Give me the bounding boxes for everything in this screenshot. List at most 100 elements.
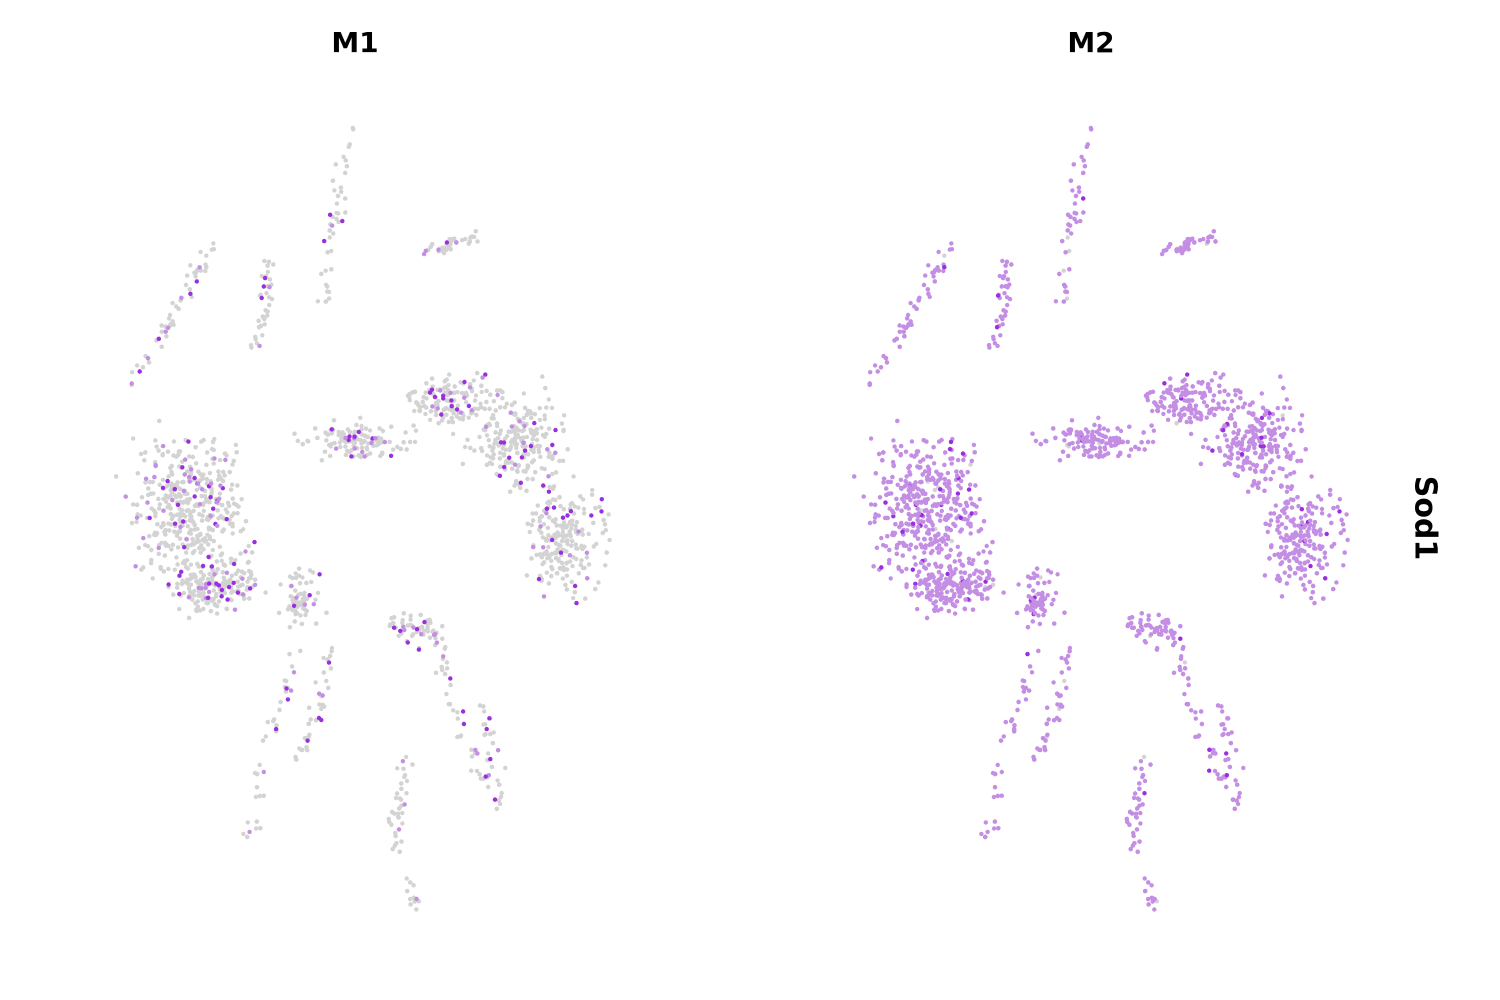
cell-point (231, 580, 236, 585)
cell-point (423, 390, 428, 395)
cell-point (1299, 520, 1305, 525)
cell-point (247, 829, 252, 835)
cell-point (427, 635, 433, 640)
cell-point (1165, 417, 1171, 422)
cell-point (460, 461, 466, 467)
cell-point (402, 802, 407, 807)
cell-point (550, 442, 555, 448)
cell-point (581, 506, 587, 512)
cell-point (419, 632, 424, 637)
cell-point (1280, 417, 1286, 422)
cell-point (246, 543, 251, 549)
cell-point (264, 313, 270, 318)
cell-point (568, 509, 574, 514)
cell-point (493, 430, 498, 435)
cell-point (584, 550, 590, 555)
cell-point (153, 514, 158, 519)
cell-point (317, 572, 322, 577)
cell-point (447, 372, 452, 377)
cell-point (568, 532, 573, 537)
cell-point (539, 514, 544, 519)
cell-point (180, 465, 185, 470)
cell-point (161, 508, 166, 513)
cell-point (410, 762, 415, 767)
cell-point (440, 624, 445, 629)
cell-point (221, 469, 226, 475)
cell-point (1005, 302, 1010, 308)
cell-point (177, 573, 182, 578)
cell-point (1291, 427, 1296, 433)
cell-point (1161, 411, 1166, 417)
cell-point (553, 427, 558, 433)
cell-point (422, 619, 427, 625)
cell-point (499, 790, 504, 796)
cell-point (891, 438, 896, 443)
cell-point (1260, 448, 1266, 453)
cell-point (433, 412, 439, 418)
cell-point (193, 274, 198, 279)
cell-point (256, 318, 261, 323)
cell-point (1259, 391, 1265, 396)
cell-point (210, 439, 216, 445)
cell-point (561, 534, 566, 540)
cell-point (1274, 450, 1280, 455)
cell-point (185, 469, 190, 474)
cell-point (487, 406, 492, 411)
cell-point (225, 510, 230, 515)
cell-point (1185, 372, 1190, 377)
cell-point (231, 561, 237, 567)
cell-point (186, 439, 191, 444)
cell-point (254, 341, 260, 346)
cell-point (955, 491, 961, 496)
cell-point (559, 421, 565, 426)
cell-point (1133, 766, 1138, 771)
cell-point (550, 537, 555, 543)
cell-point (483, 774, 488, 779)
cell-point (140, 365, 146, 370)
cell-point (477, 434, 482, 440)
cell-point (546, 426, 552, 431)
cell-point (530, 437, 535, 442)
cell-point (319, 458, 325, 463)
cell-point (238, 551, 243, 556)
cell-point (395, 811, 401, 816)
cell-point (419, 624, 425, 630)
cell-point (1263, 452, 1269, 457)
cell-point (556, 532, 562, 537)
cell-point (168, 522, 174, 527)
cell-point (216, 496, 222, 502)
cell-point (448, 390, 453, 396)
cell-point (278, 582, 283, 587)
cell-point (467, 385, 473, 390)
cell-point (494, 421, 500, 426)
cell-point (399, 786, 404, 791)
cell-point (319, 271, 324, 277)
cell-point (214, 581, 219, 586)
cell-point (305, 738, 310, 743)
cell-point (171, 592, 176, 597)
cell-point (1142, 791, 1147, 796)
cell-point (546, 499, 551, 505)
cell-point (157, 482, 162, 487)
cell-point (441, 393, 446, 398)
scatter-panel-m1 (114, 125, 612, 912)
cell-point (400, 821, 405, 826)
cell-point (321, 655, 326, 661)
cell-point (1298, 529, 1304, 535)
cell-point (265, 719, 270, 725)
cell-point (153, 462, 158, 468)
cell-point (336, 429, 341, 435)
cell-point (326, 660, 332, 665)
cell-point (267, 277, 273, 282)
cell-point (554, 571, 560, 576)
cell-point (584, 555, 590, 560)
cell-point (146, 486, 151, 491)
cell-point (569, 579, 574, 585)
cell-point (1001, 590, 1006, 595)
cell-point (243, 519, 249, 524)
cell-point (187, 479, 192, 484)
cell-point (431, 632, 437, 638)
cell-point (421, 394, 426, 400)
cell-point (872, 519, 877, 525)
cell-point (991, 826, 997, 831)
